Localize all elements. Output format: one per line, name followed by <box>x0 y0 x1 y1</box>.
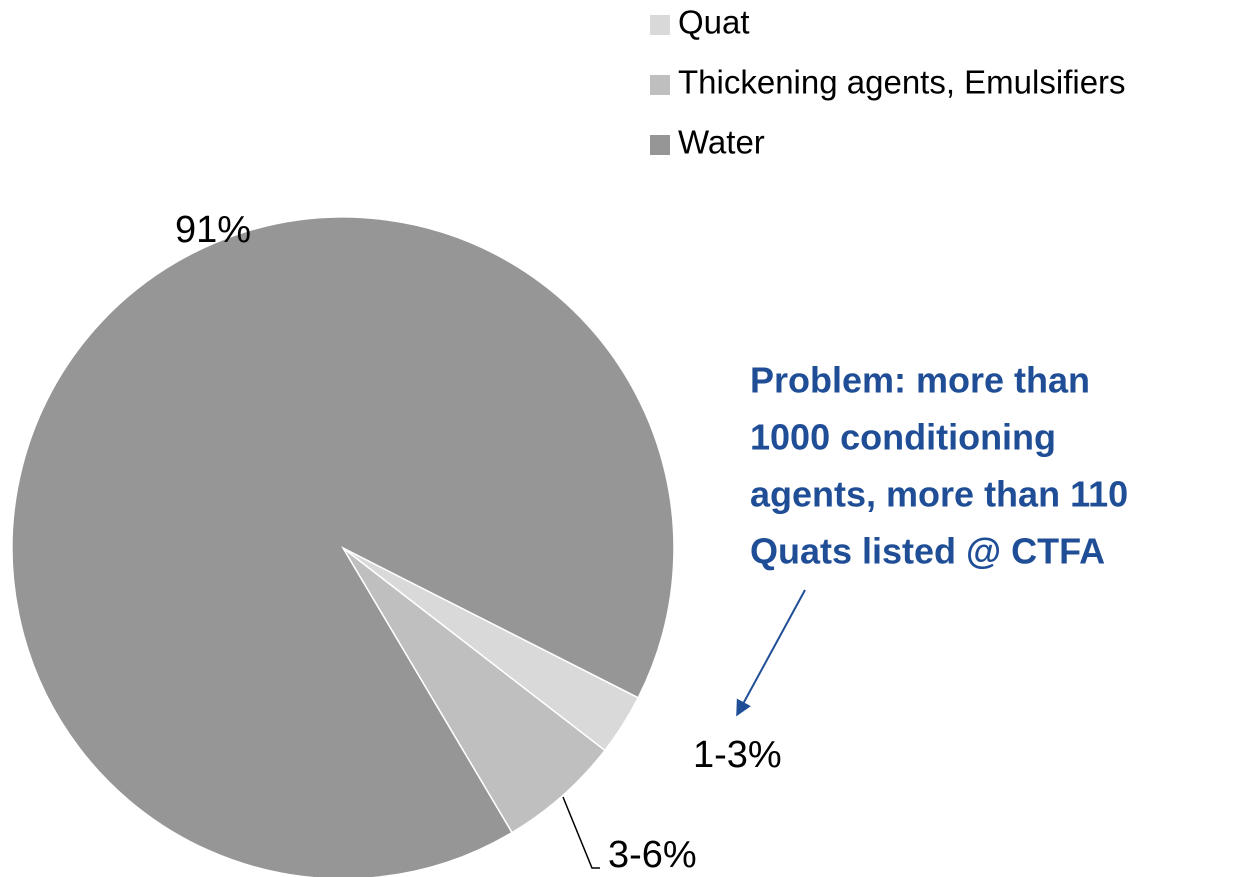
data-label: 91% <box>175 209 251 251</box>
data-label: 1-3% <box>693 734 782 776</box>
pie-slice <box>342 547 606 834</box>
legend-swatch <box>650 15 670 35</box>
legend-swatch <box>650 75 670 95</box>
leader-line <box>562 796 600 869</box>
pie-slice <box>11 216 675 877</box>
legend-label: Quat <box>678 4 750 41</box>
legend-label: Thickening agents, Emulsifiers <box>678 64 1126 101</box>
annotation-arrow <box>736 589 806 717</box>
annotation-line: Quats listed @ CTFA <box>750 531 1105 572</box>
annotation-line: Problem: more than <box>750 360 1090 401</box>
data-label: 3-6% <box>608 834 697 876</box>
annotation-line: agents, more than 110 <box>750 474 1128 515</box>
legend-label: Water <box>678 124 765 161</box>
legend-swatch <box>650 135 670 155</box>
annotation-line: 1000 conditioning <box>750 417 1056 458</box>
